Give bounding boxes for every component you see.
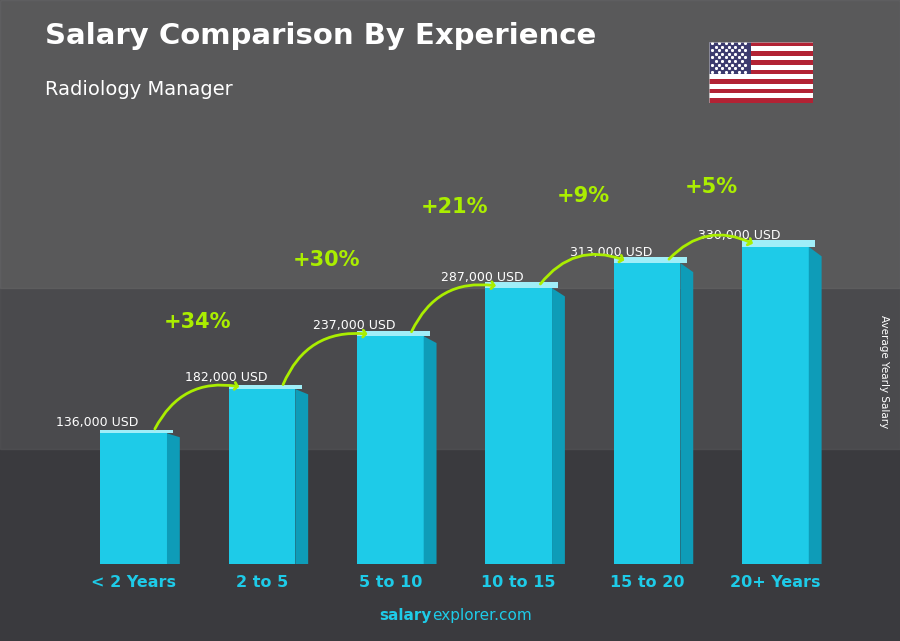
Text: +34%: +34% <box>164 312 231 332</box>
Bar <box>709 56 813 60</box>
Bar <box>709 88 813 93</box>
Bar <box>709 51 813 56</box>
Text: Radiology Manager: Radiology Manager <box>45 80 233 99</box>
Polygon shape <box>809 247 822 564</box>
Text: 330,000 USD: 330,000 USD <box>698 229 780 242</box>
Text: +5%: +5% <box>685 177 738 197</box>
Bar <box>709 42 751 74</box>
FancyBboxPatch shape <box>614 256 687 263</box>
FancyBboxPatch shape <box>614 263 680 564</box>
Bar <box>709 46 813 51</box>
FancyBboxPatch shape <box>100 433 167 564</box>
Bar <box>0 0 900 288</box>
Text: +21%: +21% <box>421 197 489 217</box>
Bar <box>709 79 813 84</box>
Polygon shape <box>295 389 308 564</box>
FancyBboxPatch shape <box>100 431 174 433</box>
Bar <box>709 70 813 74</box>
Text: 237,000 USD: 237,000 USD <box>313 319 396 331</box>
Bar <box>709 65 813 70</box>
Text: 136,000 USD: 136,000 USD <box>57 416 139 429</box>
Polygon shape <box>424 336 436 564</box>
Text: 287,000 USD: 287,000 USD <box>441 271 524 283</box>
Text: 313,000 USD: 313,000 USD <box>570 246 652 258</box>
Polygon shape <box>552 288 565 564</box>
Bar <box>709 74 813 79</box>
Text: Salary Comparison By Experience: Salary Comparison By Experience <box>45 22 596 51</box>
FancyBboxPatch shape <box>485 282 559 288</box>
Bar <box>0 0 900 449</box>
FancyBboxPatch shape <box>357 331 430 336</box>
Text: Average Yearly Salary: Average Yearly Salary <box>878 315 889 428</box>
Polygon shape <box>167 433 180 564</box>
FancyBboxPatch shape <box>229 385 302 389</box>
Bar <box>709 42 813 46</box>
Bar <box>709 93 813 98</box>
Text: +30%: +30% <box>292 250 360 270</box>
Bar <box>709 84 813 88</box>
FancyBboxPatch shape <box>742 240 815 247</box>
Text: explorer.com: explorer.com <box>432 608 532 623</box>
FancyBboxPatch shape <box>485 288 552 564</box>
Bar <box>709 60 813 65</box>
FancyBboxPatch shape <box>229 389 295 564</box>
Polygon shape <box>680 263 693 564</box>
FancyBboxPatch shape <box>742 247 809 564</box>
Bar <box>709 98 813 103</box>
Text: 182,000 USD: 182,000 USD <box>184 372 267 385</box>
FancyBboxPatch shape <box>357 336 424 564</box>
Text: salary: salary <box>380 608 432 623</box>
Text: +9%: +9% <box>556 187 609 206</box>
